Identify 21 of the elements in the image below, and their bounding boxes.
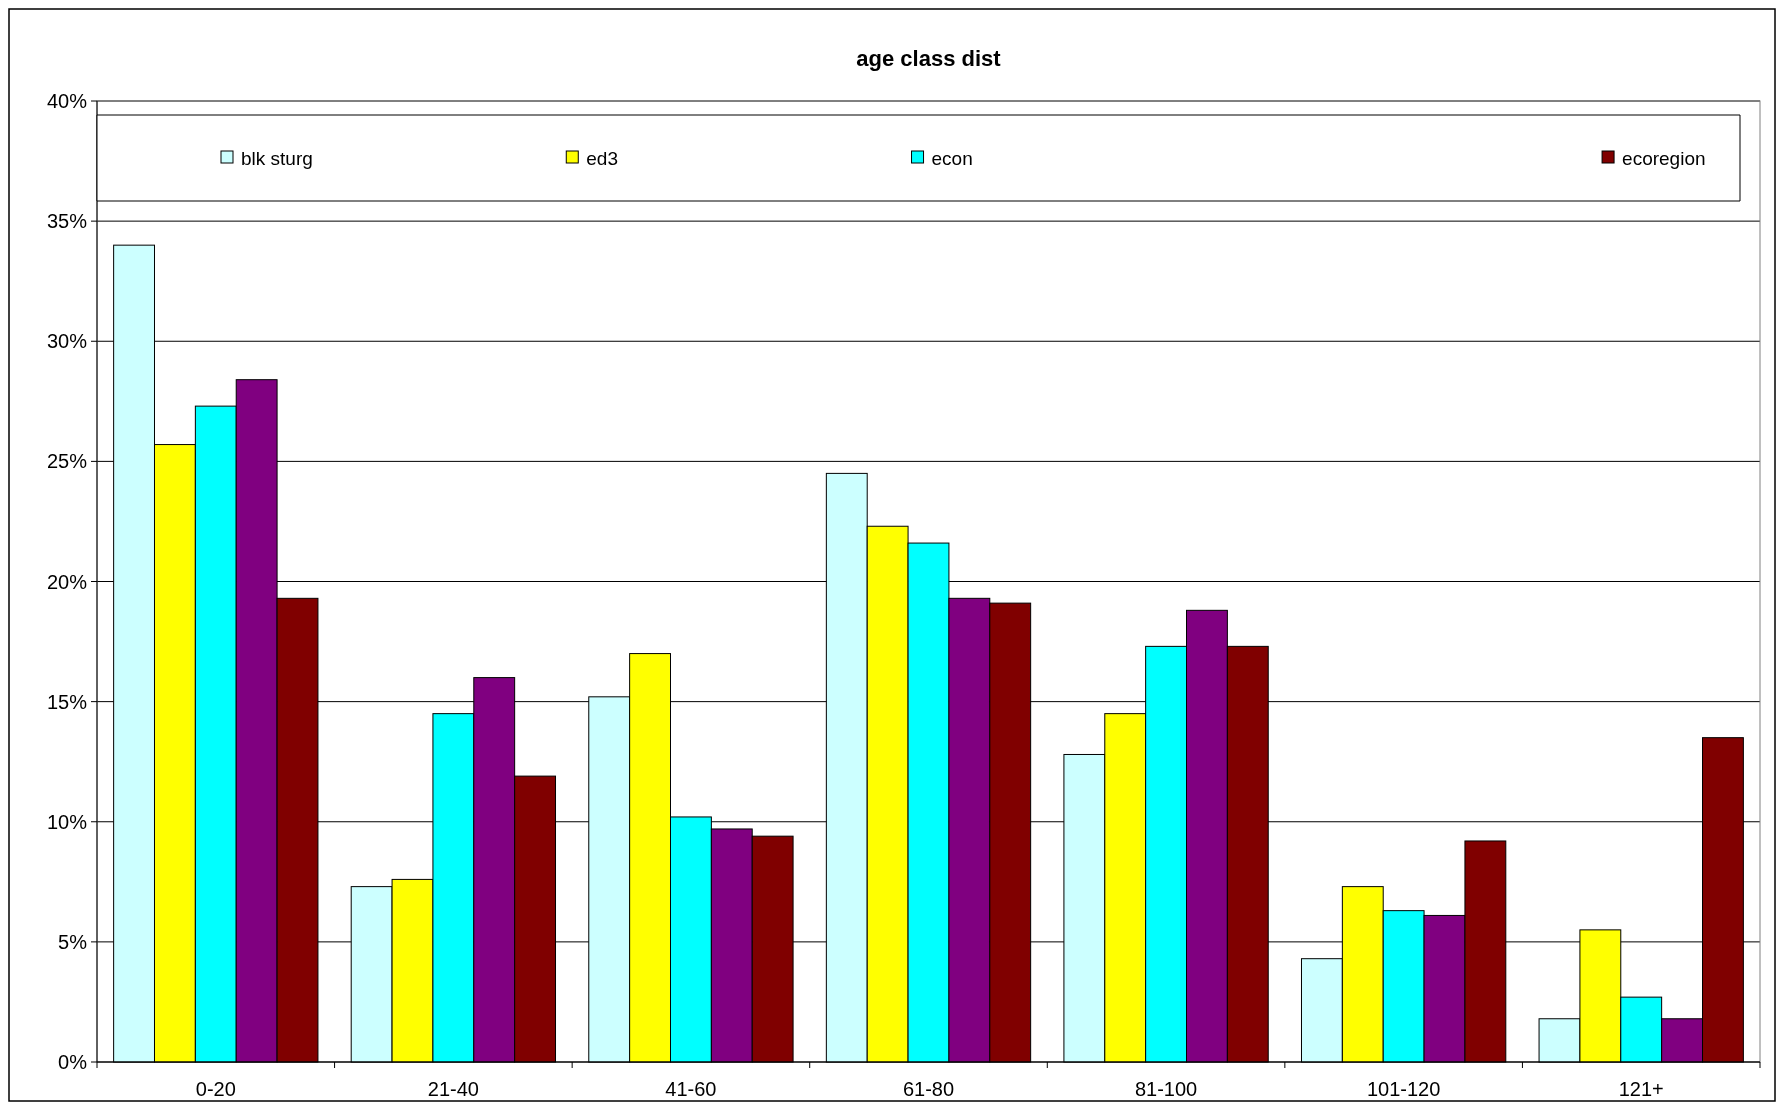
y-tick-label: 35% [46, 210, 88, 233]
x-tick-label: 101-120 [1366, 1078, 1441, 1100]
y-tick-label: 0% [58, 1051, 88, 1073]
legend-label: ed3 [586, 147, 618, 169]
x-tick-label: 81-100 [1134, 1078, 1198, 1100]
x-tick-label: 21-40 [427, 1078, 479, 1100]
x-tick-label: 61-80 [902, 1078, 955, 1100]
y-tick-label: 10% [46, 810, 88, 833]
x-tick-label: 121+ [1618, 1078, 1664, 1100]
y-tick-label: 15% [46, 690, 88, 713]
y-tick-label: 5% [58, 930, 88, 953]
y-tick-label: 20% [46, 570, 88, 593]
legend-label: blk sturg [241, 147, 313, 169]
legend-label: ecoregion [1622, 147, 1706, 169]
x-tick-label: 0-20 [195, 1078, 236, 1100]
chart-title: age class dist [856, 46, 1002, 71]
y-tick-label: 25% [46, 450, 88, 473]
y-tick-label: 40% [46, 90, 88, 112]
y-tick-label: 30% [46, 330, 88, 353]
legend-label: econ [931, 147, 973, 169]
x-tick-label: 41-60 [665, 1078, 717, 1100]
